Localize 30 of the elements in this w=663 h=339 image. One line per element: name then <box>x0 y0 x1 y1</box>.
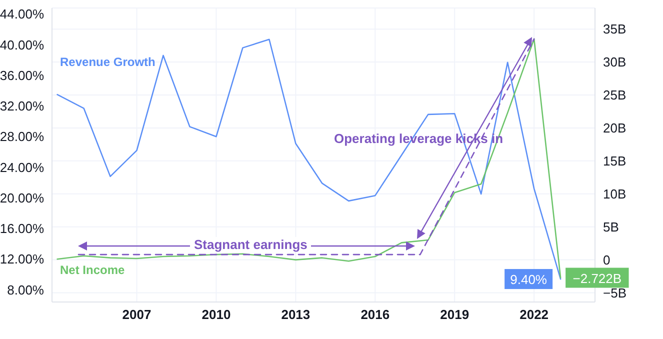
data-label: −2.722B <box>572 270 622 286</box>
x-tick-label: 2022 <box>520 307 549 322</box>
x-tick-label: 2010 <box>202 307 231 322</box>
x-tick-label: 2007 <box>122 307 152 322</box>
y-tick-label: 20.00% <box>0 190 44 206</box>
y2-tick-label: 0 <box>603 252 610 268</box>
y2-tick-label: 5B <box>603 219 619 234</box>
y-tick-label: 36.00% <box>0 68 44 83</box>
y2-tick-label: −5B <box>603 285 626 300</box>
y-tick-label: 16.00% <box>0 221 44 236</box>
y-tick-label: 28.00% <box>0 129 44 144</box>
y2-tick-label: 20B <box>603 120 626 136</box>
y2-tick-label: 25B <box>603 88 626 103</box>
x-tick-label: 2013 <box>281 307 310 322</box>
series-label: Net Income <box>60 263 125 277</box>
y-tick-label: 40.00% <box>0 37 44 52</box>
series-label: Revenue Growth <box>60 55 156 69</box>
y-tick-label: 32.00% <box>0 98 44 114</box>
y2-tick-label: 10B <box>603 186 626 202</box>
y2-tick-label: 30B <box>603 54 626 70</box>
y-tick-label: 24.00% <box>0 160 44 175</box>
y2-tick-label: 35B <box>603 22 626 37</box>
annotation: Stagnant earnings <box>190 237 312 252</box>
x-tick-label: 2019 <box>440 307 470 322</box>
data-label: 9.40% <box>510 272 548 288</box>
y2-tick-label: 15B <box>603 154 626 169</box>
y-tick-label: 12.00% <box>0 252 44 267</box>
x-tick-label: 2016 <box>360 307 390 322</box>
y-tick-label: 8.00% <box>7 282 44 298</box>
y-tick-label: 44.00% <box>0 6 44 22</box>
